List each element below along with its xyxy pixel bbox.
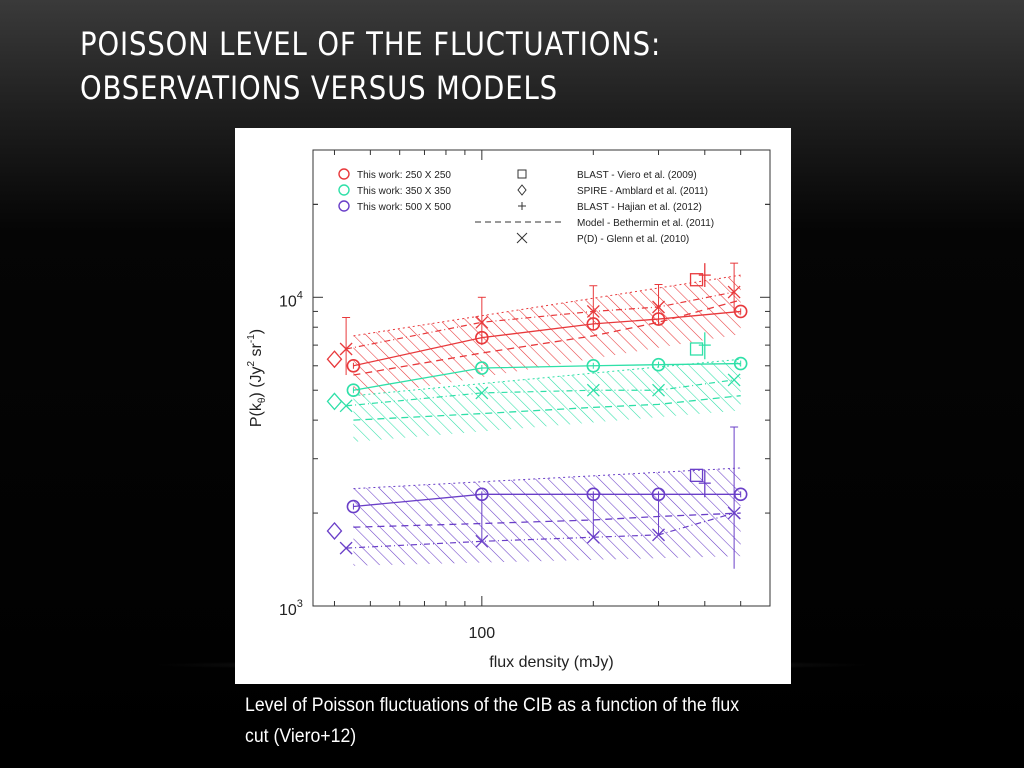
y-tick-label: 103 <box>279 598 303 619</box>
glenn-point-red <box>727 285 741 299</box>
figure-panel: 103 104 100 flux density (mJy) P(kθ) (Jy2 sr… <box>235 128 791 684</box>
y-axis-label-part: ) <box>248 329 265 334</box>
this-work-point-cyan <box>651 357 666 372</box>
model-band-edge-red <box>353 274 741 337</box>
poisson-chart: 103 104 100 flux density (mJy) P(kθ) (Jy2 sr… <box>246 149 771 671</box>
model-band-purple <box>353 467 741 566</box>
this-work-point-cyan <box>475 361 489 375</box>
glenn-point-red <box>475 315 489 329</box>
glenn-point-purple <box>475 534 489 548</box>
glenn-point-cyan <box>727 373 741 387</box>
x-tick-label: 100 <box>468 625 495 642</box>
y-axis-label-part: -1 <box>246 334 257 343</box>
this-work-point-purple <box>586 487 601 502</box>
legend-label: BLAST - Viero et al. (2009) <box>577 170 697 181</box>
y-tick-label-exponent: 4 <box>297 289 303 301</box>
this-work-point-purple <box>346 499 361 514</box>
amblard-point-cyan <box>326 392 343 411</box>
slide-title: POISSON LEVEL OF THE FLUCTUATIONS: OBSER… <box>80 22 661 110</box>
this-work-point-red <box>651 312 666 326</box>
glenn-point-cyan <box>586 383 600 397</box>
viero-point-red <box>689 273 704 287</box>
y-axis-label: P(kθ) (Jy2 sr-1) <box>246 329 268 427</box>
this-work-point-cyan <box>733 356 748 371</box>
glenn-point-purple <box>727 506 741 520</box>
legend-label: Model - Bethermin et al. (2011) <box>577 218 714 229</box>
this-work-point-red <box>475 330 489 345</box>
model-line-cyan <box>353 395 741 421</box>
amblard-point-red <box>326 350 343 369</box>
title-line-1: POISSON LEVEL OF THE FLUCTUATIONS: <box>80 25 662 63</box>
this-work-point-red <box>586 317 601 331</box>
x-axis-label: flux density (mJy) <box>489 654 613 671</box>
this-work-point-red <box>733 304 748 319</box>
model-band-red <box>353 275 741 399</box>
y-axis-label-part: θ <box>257 397 268 403</box>
viero-point-cyan <box>689 342 704 356</box>
legend-marker-red <box>338 168 350 180</box>
glenn-point-red <box>586 304 600 318</box>
plot-frame <box>312 149 771 607</box>
legend-label: This work: 250 X 250 <box>357 170 451 181</box>
glenn-point-purple <box>652 528 665 542</box>
this-work-point-red <box>346 358 361 373</box>
y-axis-label-part: sr <box>248 342 265 360</box>
this-work-point-cyan <box>346 383 361 398</box>
figure-caption: Level of Poisson fluctuations of the CIB… <box>245 695 740 747</box>
glenn-point-red <box>339 342 353 356</box>
this-work-point-purple <box>475 487 489 502</box>
legend-marker-purple <box>338 200 350 212</box>
legend-marker-diamond <box>517 184 527 196</box>
glenn-point-purple <box>339 541 353 555</box>
glenn-point-cyan <box>339 399 353 413</box>
glenn-point-purple <box>586 530 600 544</box>
viero-point-purple <box>689 468 704 482</box>
this-work-point-purple <box>733 487 748 502</box>
legend-marker-square <box>517 169 527 179</box>
legend-marker-plus <box>518 202 526 210</box>
glenn-point-red <box>652 300 665 314</box>
this-work-point-cyan <box>586 358 601 373</box>
amblard-point-purple <box>326 521 343 540</box>
legend-label: This work: 350 X 350 <box>357 186 451 197</box>
glenn-point-cyan <box>475 386 489 400</box>
y-tick-label-exponent: 3 <box>297 598 303 610</box>
legend-label: P(D) - Glenn et al. (2010) <box>577 234 689 245</box>
y-axis-label-part: ) (Jy <box>248 366 265 397</box>
model-line-red <box>353 299 741 376</box>
y-axis-label-part: P(k <box>248 402 265 427</box>
title-line-2: OBSERVATIONS VERSUS MODELS <box>80 69 558 107</box>
legend-marker-cross <box>516 232 528 244</box>
legend-label: SPIRE - Amblard et al. (2011) <box>577 186 708 197</box>
model-band-cyan <box>353 359 741 442</box>
legend-label: This work: 500 X 500 <box>357 202 451 213</box>
legend-label: BLAST - Hajian et al. (2012) <box>577 202 702 213</box>
glenn-point-cyan <box>652 383 665 397</box>
this-work-point-purple <box>651 487 666 502</box>
y-tick-label: 104 <box>279 289 303 310</box>
y-axis-label-part: 2 <box>246 360 257 366</box>
legend-marker-cyan <box>338 184 350 196</box>
